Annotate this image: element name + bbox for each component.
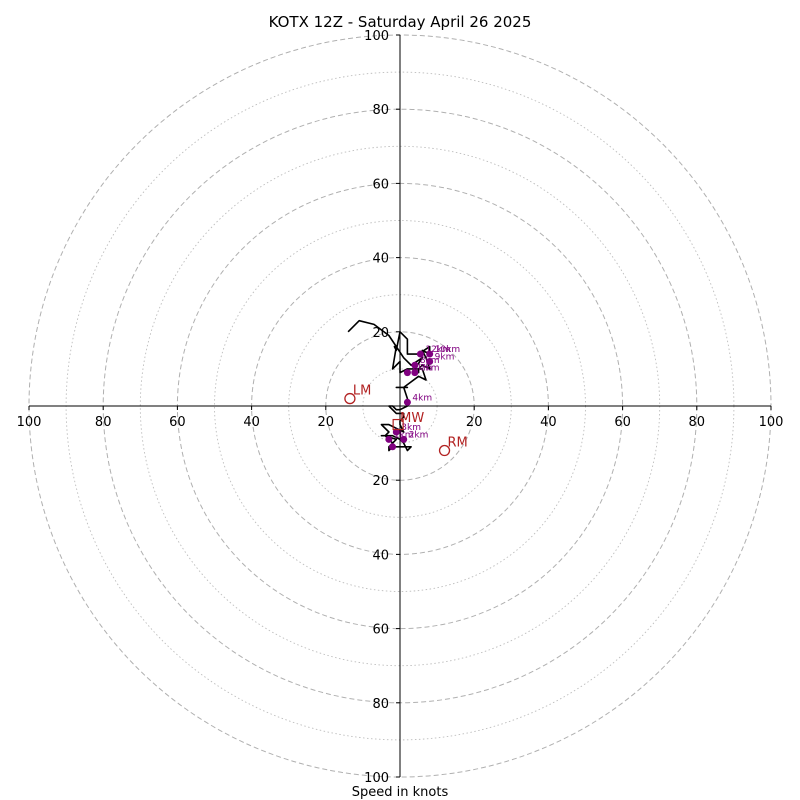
height-marker-point	[416, 350, 424, 358]
height-marker-point	[385, 435, 393, 443]
y-tick-label: 100	[364, 771, 389, 786]
height-marker-point	[389, 443, 397, 451]
height-marker-label: 2km	[409, 430, 429, 440]
height-marker-label: 9km	[435, 352, 455, 362]
height-marker-point	[411, 369, 419, 377]
wind-trace-line	[347, 319, 431, 452]
mean-wind-label: MW	[400, 411, 424, 426]
x-tick-label: 80	[95, 415, 112, 430]
height-marker-label: 1km	[394, 430, 414, 440]
mean-wind-marker	[392, 418, 404, 431]
storm-motion-markers: LM RM MW	[344, 384, 468, 457]
x-tick-label: 40	[540, 415, 557, 430]
y-tick-label: 80	[372, 697, 389, 712]
x-tick-label: 40	[243, 415, 260, 430]
y-tick-label: 80	[372, 103, 389, 118]
x-tick-label: 100	[17, 415, 42, 430]
y-tick-label: 40	[372, 252, 389, 267]
chart-title: KOTX 12Z - Saturday April 26 2025	[269, 13, 532, 31]
x-tick-label: 100	[759, 415, 784, 430]
height-marker-label: 4km	[412, 393, 432, 403]
lm-label: LM	[353, 384, 371, 399]
y-tick-label: 20	[372, 326, 389, 341]
height-marker-label: 10km	[435, 345, 460, 355]
height-marker-point	[392, 428, 400, 436]
axes	[29, 35, 771, 777]
y-tick-label: 60	[372, 623, 389, 638]
height-marker-point	[426, 350, 434, 358]
y-tick-label: 20	[372, 474, 389, 489]
height-marker-point	[403, 398, 411, 406]
height-marker-label: 8km	[420, 356, 440, 366]
height-marker-label: 7km	[420, 364, 440, 374]
x-tick-label: 20	[466, 415, 483, 430]
height-marker-point	[400, 435, 408, 443]
y-tick-label: 40	[372, 548, 389, 563]
rm-marker	[438, 444, 451, 457]
height-marker-point	[426, 357, 434, 365]
y-tick-label: 100	[364, 29, 389, 44]
height-marker-label: 6km	[412, 364, 432, 374]
x-tick-label: 60	[614, 415, 631, 430]
x-tick-label: 80	[689, 415, 706, 430]
y-tick-label: 60	[372, 177, 389, 192]
rm-label: RM	[448, 436, 468, 451]
lm-marker	[344, 392, 356, 405]
height-marker-point	[403, 369, 411, 377]
x-tick-label: 60	[169, 415, 186, 430]
x-tick-label: 20	[318, 415, 335, 430]
height-marker-point	[411, 361, 419, 369]
height-marker-label: 12km	[425, 345, 450, 355]
x-axis-label: Speed in knots	[352, 785, 449, 800]
height-marker-label: 3km	[401, 423, 421, 433]
wind-trace	[347, 319, 431, 452]
tick-labels: 100 100 80 80 60 60 40 40 20 20 20 20 40 40 60 60 80 80 10…	[17, 29, 784, 786]
